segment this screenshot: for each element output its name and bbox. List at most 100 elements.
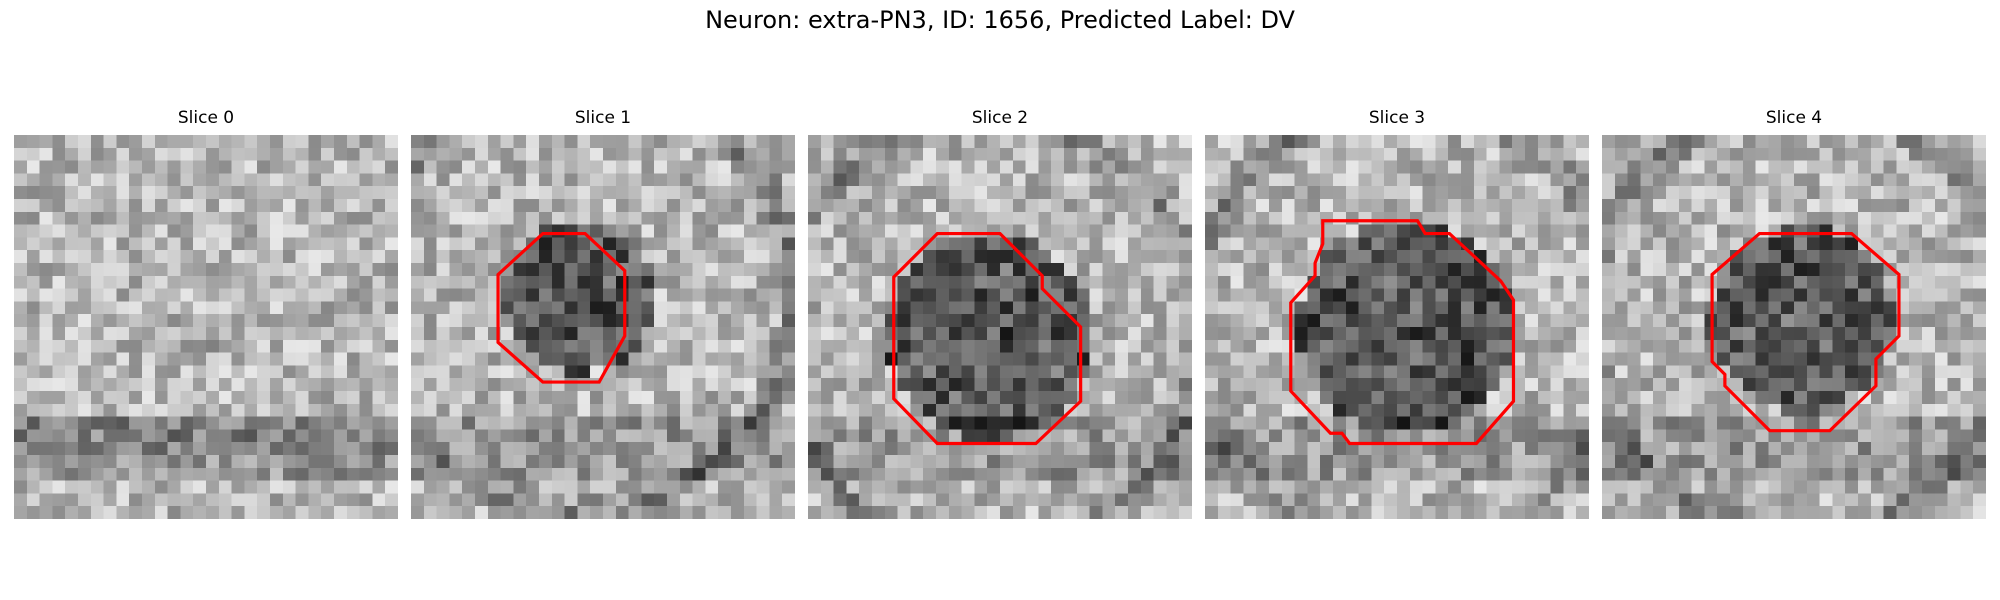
image-pixel <box>1550 365 1564 379</box>
image-pixel <box>52 506 66 519</box>
image-pixel <box>1128 480 1142 494</box>
image-pixel <box>641 250 655 264</box>
image-pixel <box>615 147 629 161</box>
image-pixel <box>231 403 245 417</box>
image-pixel <box>833 467 847 481</box>
image-pixel <box>1473 173 1487 187</box>
image-pixel <box>1602 199 1616 213</box>
image-pixel <box>1870 493 1884 507</box>
image-pixel <box>1947 429 1961 443</box>
image-pixel <box>1089 211 1103 225</box>
image-pixel <box>1461 275 1475 289</box>
image-pixel <box>129 147 143 161</box>
image-pixel <box>1320 147 1334 161</box>
image-pixel <box>782 147 795 161</box>
image-pixel <box>1089 339 1103 353</box>
image-pixel <box>321 403 335 417</box>
image-pixel <box>1473 135 1487 149</box>
image-pixel <box>423 352 437 366</box>
image-pixel <box>1730 493 1744 507</box>
image-pixel <box>206 199 220 213</box>
image-pixel <box>1486 211 1500 225</box>
image-pixel <box>500 506 514 519</box>
image-pixel <box>603 391 617 405</box>
image-pixel <box>1794 263 1808 277</box>
image-pixel <box>1051 339 1065 353</box>
image-pixel <box>257 365 271 379</box>
image-pixel <box>1794 288 1808 302</box>
image-pixel <box>820 327 834 341</box>
image-pixel <box>910 429 924 443</box>
image-pixel <box>577 288 591 302</box>
image-pixel <box>564 199 578 213</box>
image-pixel <box>1730 314 1744 328</box>
image-pixel <box>1461 186 1475 200</box>
image-pixel <box>1281 263 1295 277</box>
image-pixel <box>1102 378 1116 392</box>
image-pixel <box>1768 429 1782 443</box>
image-pixel <box>295 186 309 200</box>
image-pixel <box>1435 186 1449 200</box>
image-pixel <box>603 301 617 315</box>
image-pixel <box>654 467 668 481</box>
image-pixel <box>1320 339 1334 353</box>
image-pixel <box>180 480 194 494</box>
image-pixel <box>193 391 207 405</box>
image-pixel <box>756 173 770 187</box>
image-pixel <box>1397 237 1411 251</box>
image-pixel <box>257 391 271 405</box>
image-pixel <box>743 327 757 341</box>
image-pixel <box>1819 301 1833 315</box>
image-pixel <box>859 339 873 353</box>
image-pixel <box>936 506 950 519</box>
image-pixel <box>411 442 425 456</box>
image-pixel <box>987 199 1001 213</box>
image-pixel <box>1858 365 1872 379</box>
image-pixel <box>90 378 104 392</box>
image-pixel <box>14 442 28 456</box>
image-pixel <box>1435 211 1449 225</box>
image-pixel <box>206 467 220 481</box>
image-pixel <box>1422 160 1436 174</box>
image-pixel <box>231 135 245 149</box>
image-pixel <box>1371 327 1385 341</box>
image-pixel <box>1371 211 1385 225</box>
image-pixel <box>1051 506 1065 519</box>
image-pixel <box>1230 263 1244 277</box>
image-pixel <box>897 493 911 507</box>
image-pixel <box>1858 199 1872 213</box>
image-pixel <box>1678 467 1692 481</box>
image-pixel <box>526 186 540 200</box>
image-pixel <box>679 250 693 264</box>
image-pixel <box>1153 160 1167 174</box>
image-pixel <box>667 275 681 289</box>
image-pixel <box>116 173 130 187</box>
image-pixel <box>129 416 143 430</box>
image-pixel <box>154 416 168 430</box>
image-pixel <box>244 455 258 469</box>
image-pixel <box>1333 263 1347 277</box>
image-pixel <box>1422 506 1436 519</box>
image-pixel <box>1102 275 1116 289</box>
image-pixel <box>1256 250 1270 264</box>
image-pixel <box>782 186 795 200</box>
image-pixel <box>1947 173 1961 187</box>
image-pixel <box>564 378 578 392</box>
image-pixel <box>1243 301 1257 315</box>
image-pixel <box>910 147 924 161</box>
image-pixel <box>1717 467 1731 481</box>
image-pixel <box>359 288 373 302</box>
image-pixel <box>1896 403 1910 417</box>
image-pixel <box>1742 211 1756 225</box>
image-pixel <box>90 186 104 200</box>
image-pixel <box>1819 391 1833 405</box>
image-pixel <box>270 493 284 507</box>
image-pixel <box>1934 467 1948 481</box>
image-pixel <box>321 365 335 379</box>
image-pixel <box>244 160 258 174</box>
image-pixel <box>859 314 873 328</box>
image-pixel <box>142 173 156 187</box>
image-pixel <box>372 506 386 519</box>
image-pixel <box>244 199 258 213</box>
image-pixel <box>1294 250 1308 264</box>
